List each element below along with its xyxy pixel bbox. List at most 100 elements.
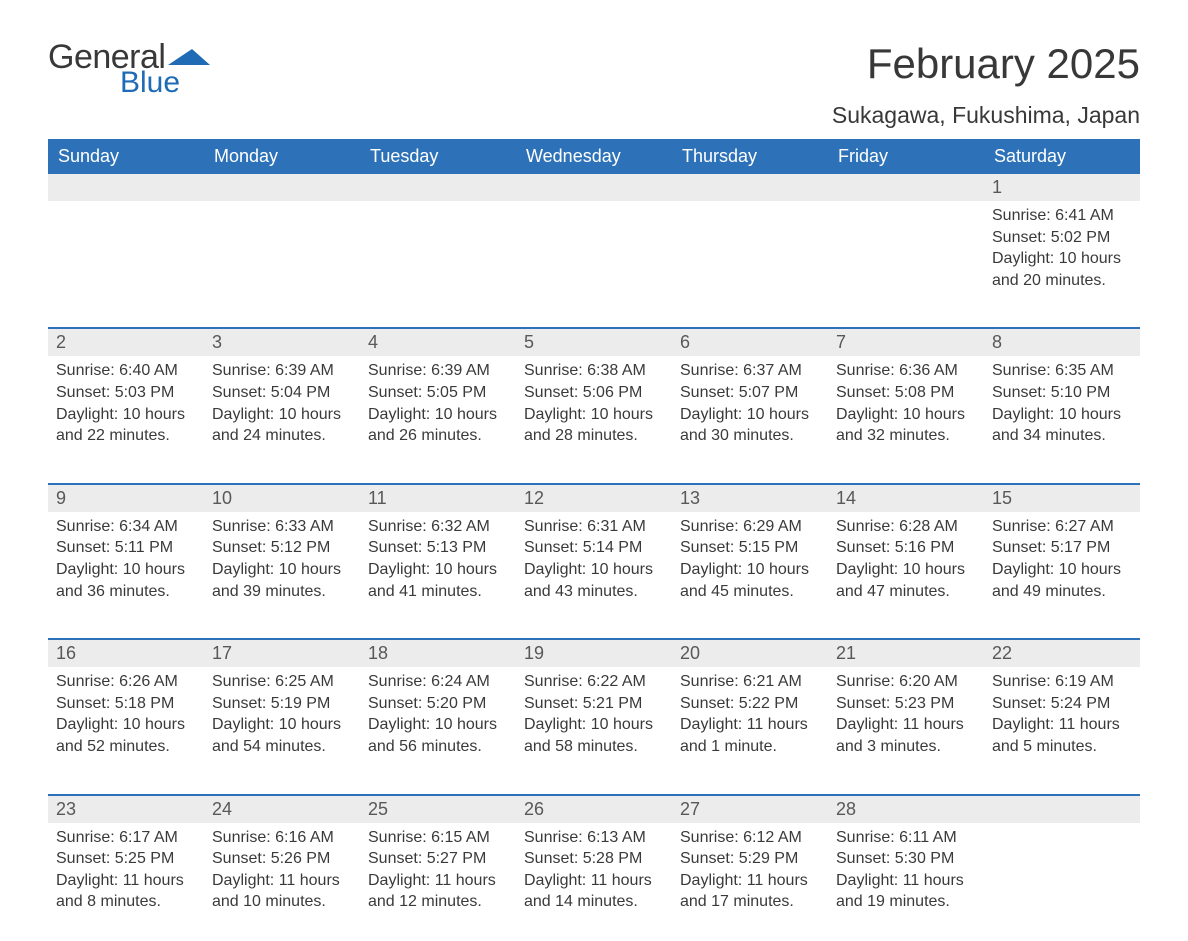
day-number-row: 9101112131415 [48,484,1140,512]
header: General Blue February 2025 Sukagawa, Fuk… [48,40,1140,129]
daylight-text: Daylight: 10 hours and 28 minutes. [524,404,664,447]
title-block: February 2025 Sukagawa, Fukushima, Japan [832,40,1140,129]
day-cell: Sunrise: 6:22 AMSunset: 5:21 PMDaylight:… [516,667,672,794]
day-content-row: Sunrise: 6:41 AMSunset: 5:02 PMDaylight:… [48,201,1140,328]
sunset-text: Sunset: 5:24 PM [992,693,1132,715]
day-cell: Sunrise: 6:11 AMSunset: 5:30 PMDaylight:… [828,823,984,941]
sunset-text: Sunset: 5:25 PM [56,848,196,870]
daylight-text: Daylight: 10 hours and 22 minutes. [56,404,196,447]
day-cell [516,201,672,328]
sunrise-text: Sunrise: 6:24 AM [368,671,508,693]
day-number: 9 [48,484,204,512]
calendar-table: SundayMondayTuesdayWednesdayThursdayFrid… [48,139,1140,941]
daylight-text: Daylight: 10 hours and 34 minutes. [992,404,1132,447]
day-number: 16 [48,639,204,667]
day-number: 1 [984,174,1140,201]
sunrise-text: Sunrise: 6:38 AM [524,360,664,382]
day-cell: Sunrise: 6:38 AMSunset: 5:06 PMDaylight:… [516,356,672,483]
daylight-text: Daylight: 10 hours and 45 minutes. [680,559,820,602]
daylight-text: Daylight: 11 hours and 3 minutes. [836,714,976,757]
daylight-text: Daylight: 11 hours and 17 minutes. [680,870,820,913]
daylight-text: Daylight: 11 hours and 1 minute. [680,714,820,757]
daylight-text: Daylight: 10 hours and 56 minutes. [368,714,508,757]
day-number: 18 [360,639,516,667]
day-number: 10 [204,484,360,512]
sunrise-text: Sunrise: 6:34 AM [56,516,196,538]
day-number [984,795,1140,823]
sunset-text: Sunset: 5:19 PM [212,693,352,715]
sunrise-text: Sunrise: 6:16 AM [212,827,352,849]
day-cell: Sunrise: 6:12 AMSunset: 5:29 PMDaylight:… [672,823,828,941]
day-number [516,174,672,201]
day-number-row: 16171819202122 [48,639,1140,667]
sunset-text: Sunset: 5:05 PM [368,382,508,404]
daylight-text: Daylight: 11 hours and 19 minutes. [836,870,976,913]
weekday-header-row: SundayMondayTuesdayWednesdayThursdayFrid… [48,139,1140,174]
day-number: 7 [828,328,984,356]
sunset-text: Sunset: 5:23 PM [836,693,976,715]
day-cell: Sunrise: 6:37 AMSunset: 5:07 PMDaylight:… [672,356,828,483]
sunrise-text: Sunrise: 6:39 AM [212,360,352,382]
day-cell: Sunrise: 6:29 AMSunset: 5:15 PMDaylight:… [672,512,828,639]
day-cell: Sunrise: 6:21 AMSunset: 5:22 PMDaylight:… [672,667,828,794]
day-cell [672,201,828,328]
day-number [828,174,984,201]
sunset-text: Sunset: 5:08 PM [836,382,976,404]
sunrise-text: Sunrise: 6:17 AM [56,827,196,849]
day-number-row: 1 [48,174,1140,201]
day-content-row: Sunrise: 6:40 AMSunset: 5:03 PMDaylight:… [48,356,1140,483]
day-cell: Sunrise: 6:35 AMSunset: 5:10 PMDaylight:… [984,356,1140,483]
day-number: 5 [516,328,672,356]
sunset-text: Sunset: 5:26 PM [212,848,352,870]
sunset-text: Sunset: 5:27 PM [368,848,508,870]
sunrise-text: Sunrise: 6:40 AM [56,360,196,382]
sunset-text: Sunset: 5:07 PM [680,382,820,404]
day-number: 6 [672,328,828,356]
daylight-text: Daylight: 10 hours and 52 minutes. [56,714,196,757]
weekday-header: Thursday [672,139,828,174]
day-number [672,174,828,201]
day-cell: Sunrise: 6:17 AMSunset: 5:25 PMDaylight:… [48,823,204,941]
sunrise-text: Sunrise: 6:29 AM [680,516,820,538]
daylight-text: Daylight: 10 hours and 24 minutes. [212,404,352,447]
sunset-text: Sunset: 5:11 PM [56,537,196,559]
daylight-text: Daylight: 10 hours and 41 minutes. [368,559,508,602]
day-number: 15 [984,484,1140,512]
sunset-text: Sunset: 5:15 PM [680,537,820,559]
day-number: 4 [360,328,516,356]
logo: General Blue [48,40,216,98]
sunrise-text: Sunrise: 6:19 AM [992,671,1132,693]
day-cell: Sunrise: 6:28 AMSunset: 5:16 PMDaylight:… [828,512,984,639]
sunrise-text: Sunrise: 6:33 AM [212,516,352,538]
day-cell: Sunrise: 6:41 AMSunset: 5:02 PMDaylight:… [984,201,1140,328]
day-number-row: 2345678 [48,328,1140,356]
sunrise-text: Sunrise: 6:13 AM [524,827,664,849]
weekday-header: Wednesday [516,139,672,174]
sunset-text: Sunset: 5:12 PM [212,537,352,559]
day-number: 11 [360,484,516,512]
weekday-header: Saturday [984,139,1140,174]
day-cell [984,823,1140,941]
sunset-text: Sunset: 5:17 PM [992,537,1132,559]
sunrise-text: Sunrise: 6:32 AM [368,516,508,538]
daylight-text: Daylight: 10 hours and 26 minutes. [368,404,508,447]
day-number: 14 [828,484,984,512]
day-cell [48,201,204,328]
day-cell: Sunrise: 6:13 AMSunset: 5:28 PMDaylight:… [516,823,672,941]
day-content-row: Sunrise: 6:34 AMSunset: 5:11 PM Daylight:… [48,512,1140,639]
sunrise-text: Sunrise: 6:35 AM [992,360,1132,382]
sunrise-text: Sunrise: 6:36 AM [836,360,976,382]
weekday-header: Sunday [48,139,204,174]
day-number-row: 232425262728 [48,795,1140,823]
daylight-text: Daylight: 10 hours and 20 minutes. [992,248,1132,291]
sunrise-text: Sunrise: 6:41 AM [992,205,1132,227]
daylight-text: Daylight: 10 hours and 58 minutes. [524,714,664,757]
sunset-text: Sunset: 5:02 PM [992,227,1132,249]
sunrise-text: Sunrise: 6:21 AM [680,671,820,693]
day-number [360,174,516,201]
daylight-text: Daylight: 11 hours and 10 minutes. [212,870,352,913]
sunset-text: Sunset: 5:03 PM [56,382,196,404]
sunrise-text: Sunrise: 6:39 AM [368,360,508,382]
day-cell: Sunrise: 6:16 AMSunset: 5:26 PMDaylight:… [204,823,360,941]
sunset-text: Sunset: 5:30 PM [836,848,976,870]
